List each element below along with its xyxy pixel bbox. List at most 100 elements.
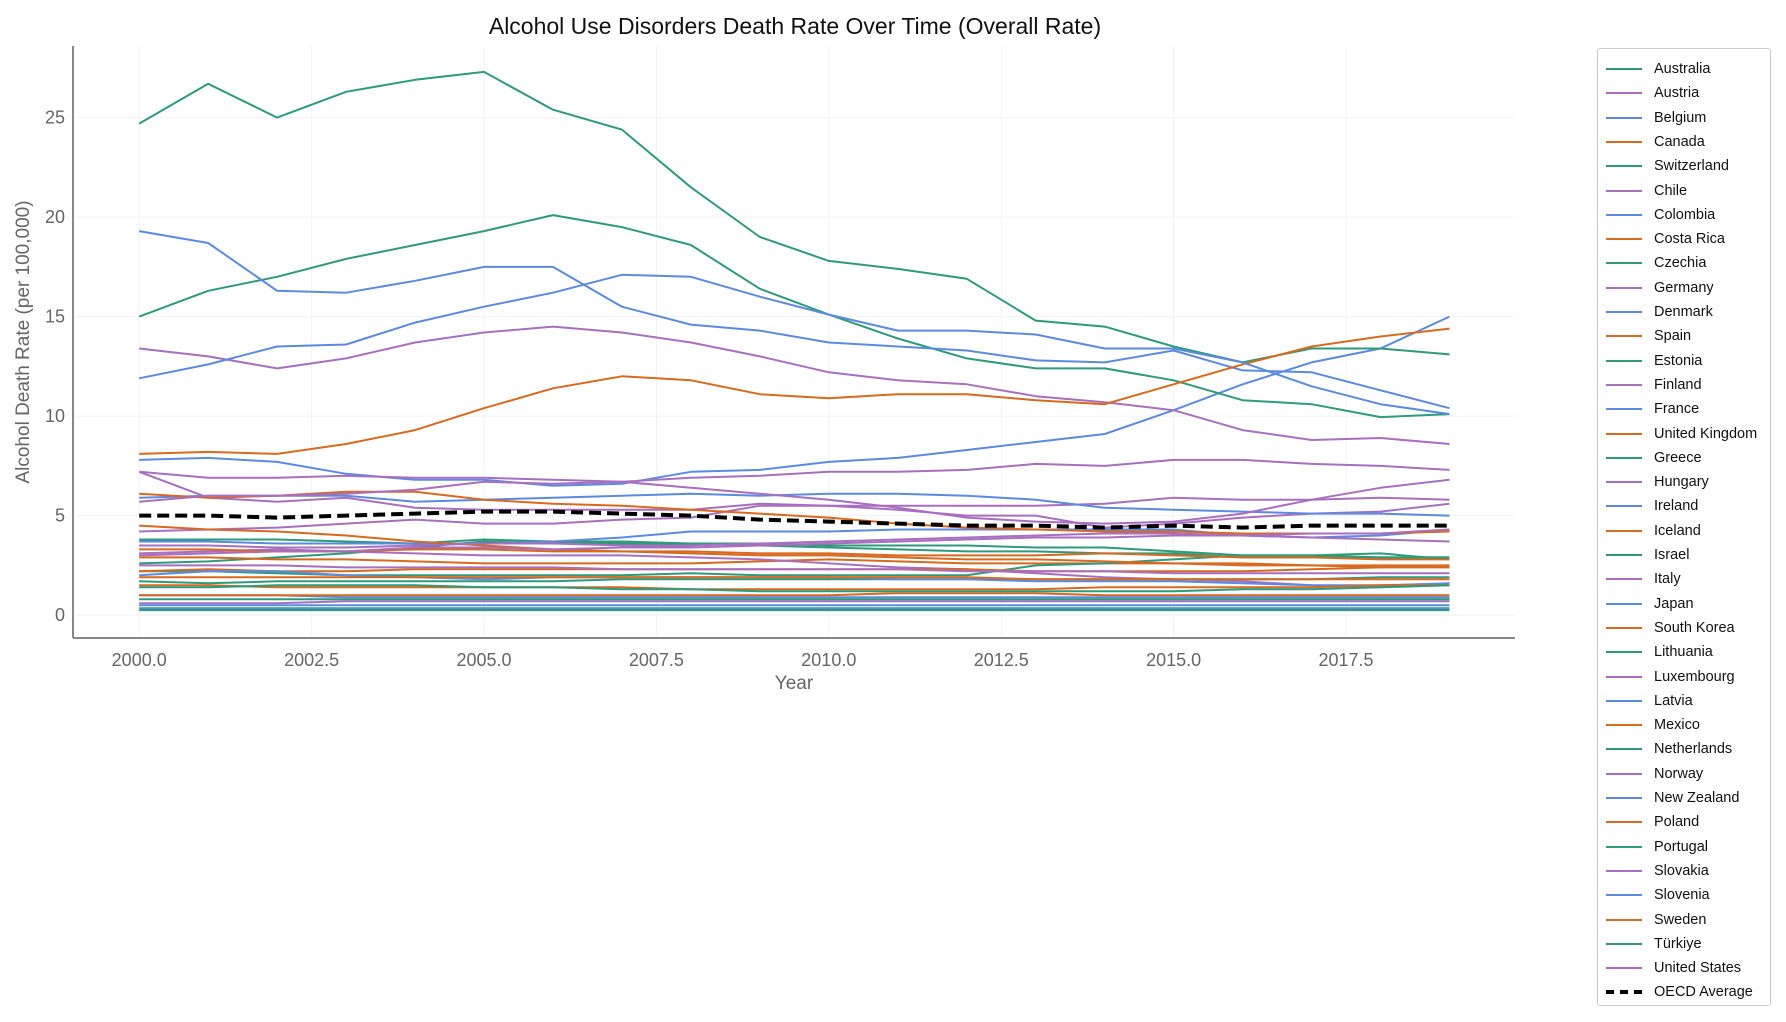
legend-label: Portugal: [1654, 838, 1709, 855]
y-tick-label: 25: [45, 108, 65, 128]
legend-item-slovakia: Slovakia: [1606, 859, 1709, 883]
series-line-south-korea: [139, 592, 1450, 597]
legend-item-australia: Australia: [1606, 57, 1710, 81]
legend-item-latvia: Latvia: [1606, 689, 1693, 713]
legend-swatch: [1606, 651, 1642, 654]
legend-swatch: [1606, 967, 1642, 970]
legend-label: South Korea: [1654, 619, 1735, 636]
series-line-united-kingdom: [139, 524, 1450, 569]
legend-label: Sweden: [1654, 911, 1707, 928]
legend-swatch: [1606, 92, 1642, 95]
legend-item-switzerland: Switzerland: [1606, 154, 1729, 178]
legend-swatch: [1606, 990, 1642, 995]
legend-item-oecd-average: OECD Average: [1606, 980, 1753, 1004]
series-line-finland: [139, 458, 1450, 483]
legend-item-czechia: Czechia: [1606, 251, 1706, 275]
series-line-austria: [139, 502, 1450, 533]
legend-label: Slovenia: [1654, 887, 1710, 904]
x-tick-label: 2000.0: [112, 650, 167, 670]
legend-swatch: [1606, 918, 1642, 921]
chart-title: Alcohol Use Disorders Death Rate Over Ti…: [489, 13, 1101, 39]
legend-item-mexico: Mexico: [1606, 713, 1700, 737]
legend-item-italy: Italy: [1606, 567, 1681, 591]
legend-label: Lithuania: [1654, 644, 1713, 661]
x-tick-label: 2015.0: [1146, 650, 1201, 670]
legend-item-portugal: Portugal: [1606, 835, 1708, 859]
legend-item-japan: Japan: [1606, 592, 1694, 616]
legend-label: Norway: [1654, 765, 1704, 782]
x-tick-label: 2002.5: [284, 650, 339, 670]
legend-label: Mexico: [1654, 717, 1700, 734]
tick-labels: 2000.0 2002.5 2005.0 2007.5 2010.0 2012.5 2015…: [45, 108, 1374, 670]
legend-item-canada: Canada: [1606, 130, 1705, 154]
legend-label: Greece: [1654, 449, 1702, 466]
legend-swatch: [1606, 772, 1642, 775]
series-line-oecd-average: [139, 509, 1450, 530]
legend-label: Costa Rica: [1654, 231, 1725, 248]
legend-label: Hungary: [1654, 474, 1709, 491]
legend-label: Türkiye: [1654, 935, 1702, 952]
legend-item-luxembourg: Luxembourg: [1606, 665, 1735, 689]
legend-item-israel: Israel: [1606, 543, 1689, 567]
x-tick-label: 2012.5: [974, 650, 1029, 670]
y-tick-label: 20: [45, 207, 65, 227]
legend-swatch: [1606, 189, 1642, 192]
legend-item-greece: Greece: [1606, 446, 1702, 470]
legend-swatch: [1606, 286, 1642, 289]
series-line-italy: [139, 600, 1450, 605]
series-line-germany: [138, 470, 1450, 511]
legend-item-poland: Poland: [1606, 810, 1699, 834]
legend-swatch: [1606, 359, 1642, 362]
legend-swatch: [1606, 165, 1642, 168]
legend-label: Poland: [1654, 814, 1700, 831]
legend-item-austria: Austria: [1606, 81, 1699, 105]
legend-swatch: [1606, 626, 1642, 629]
legend-item-spain: Spain: [1606, 324, 1691, 348]
y-tick-label: 15: [45, 307, 65, 327]
legend-label: Italy: [1654, 571, 1681, 588]
series-line-mexico: [139, 327, 1450, 455]
legend-swatch: [1606, 675, 1642, 678]
legend-label: United States: [1654, 960, 1742, 977]
legend-label: Switzerland: [1654, 158, 1729, 175]
y-tick-label: 0: [55, 605, 65, 625]
legend-swatch: [1606, 238, 1642, 241]
legend-item-t-rkiye: Türkiye: [1606, 932, 1702, 956]
series-line-sweden: [139, 576, 1450, 581]
legend-item-chile: Chile: [1606, 179, 1687, 203]
legend-swatch: [1606, 748, 1642, 751]
legend-label: OECD Average: [1654, 984, 1753, 1001]
legend-swatch: [1606, 942, 1642, 945]
legend-item-france: France: [1606, 397, 1699, 421]
series-lines: [138, 70, 1450, 612]
series-line-iceland: [139, 584, 1450, 591]
legend-label: Netherlands: [1654, 741, 1733, 758]
legend-label: Japan: [1654, 595, 1694, 612]
legend-swatch: [1606, 311, 1642, 313]
series-line-slovakia: [139, 478, 1450, 525]
legend-item-belgium: Belgium: [1606, 106, 1706, 130]
x-axis-label: Year: [775, 673, 814, 694]
legend-label: Iceland: [1654, 522, 1701, 539]
legend-label: Czechia: [1654, 255, 1707, 272]
legend-item-denmark: Denmark: [1606, 300, 1713, 324]
legend-swatch: [1606, 797, 1642, 799]
legend-item-lithuania: Lithuania: [1606, 640, 1713, 664]
legend-item-slovenia: Slovenia: [1606, 883, 1710, 907]
legend-swatch: [1606, 432, 1642, 435]
legend-swatch: [1606, 383, 1642, 386]
legend-label: Estonia: [1654, 352, 1703, 369]
legend-swatch: [1606, 845, 1642, 848]
legend-label: Spain: [1654, 328, 1692, 345]
legend-label: Ireland: [1654, 498, 1699, 515]
series-line-portugal: [139, 584, 1450, 593]
legend-swatch: [1606, 505, 1642, 508]
legend-item-iceland: Iceland: [1606, 519, 1701, 543]
legend-swatch: [1606, 869, 1642, 872]
legend-item-ireland: Ireland: [1606, 494, 1698, 518]
legend-swatch: [1606, 554, 1642, 556]
legend-item-new-zealand: New Zealand: [1606, 786, 1739, 810]
series-line-colombia: [139, 594, 1450, 599]
legend-label: Canada: [1654, 133, 1705, 150]
